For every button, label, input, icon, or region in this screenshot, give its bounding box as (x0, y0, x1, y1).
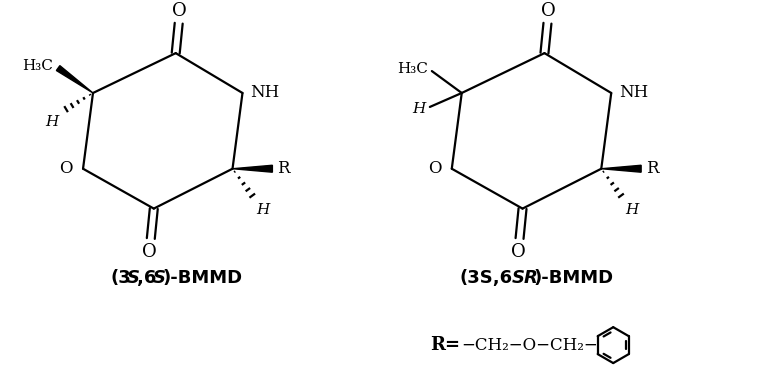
Text: (3: (3 (111, 269, 131, 287)
Text: R: R (278, 160, 290, 177)
Text: R: R (646, 160, 659, 177)
Text: )-BMMD: )-BMMD (163, 269, 243, 287)
Text: H₃C: H₃C (397, 62, 428, 76)
Text: H₃C: H₃C (22, 59, 53, 73)
Text: S: S (153, 269, 165, 287)
Text: O: O (172, 2, 187, 20)
Text: SR: SR (512, 269, 539, 287)
Text: )-BMMD: )-BMMD (533, 269, 614, 287)
Text: (3S,6: (3S,6 (460, 269, 512, 287)
Polygon shape (233, 165, 272, 172)
Text: S: S (127, 269, 140, 287)
Text: NH: NH (250, 84, 280, 101)
Text: O: O (60, 160, 73, 177)
Polygon shape (601, 165, 641, 172)
Text: H: H (45, 115, 58, 129)
Text: H: H (625, 203, 638, 217)
Text: H: H (413, 102, 426, 116)
Text: O: O (511, 243, 526, 262)
Text: O: O (428, 160, 442, 177)
Polygon shape (56, 66, 93, 93)
Text: ,6: ,6 (137, 269, 156, 287)
Text: O: O (142, 243, 157, 262)
Text: H: H (257, 203, 270, 217)
Text: −CH₂−O−CH₂−: −CH₂−O−CH₂− (461, 337, 598, 354)
Text: NH: NH (619, 84, 649, 101)
Text: R=: R= (430, 336, 460, 354)
Text: O: O (541, 2, 556, 20)
